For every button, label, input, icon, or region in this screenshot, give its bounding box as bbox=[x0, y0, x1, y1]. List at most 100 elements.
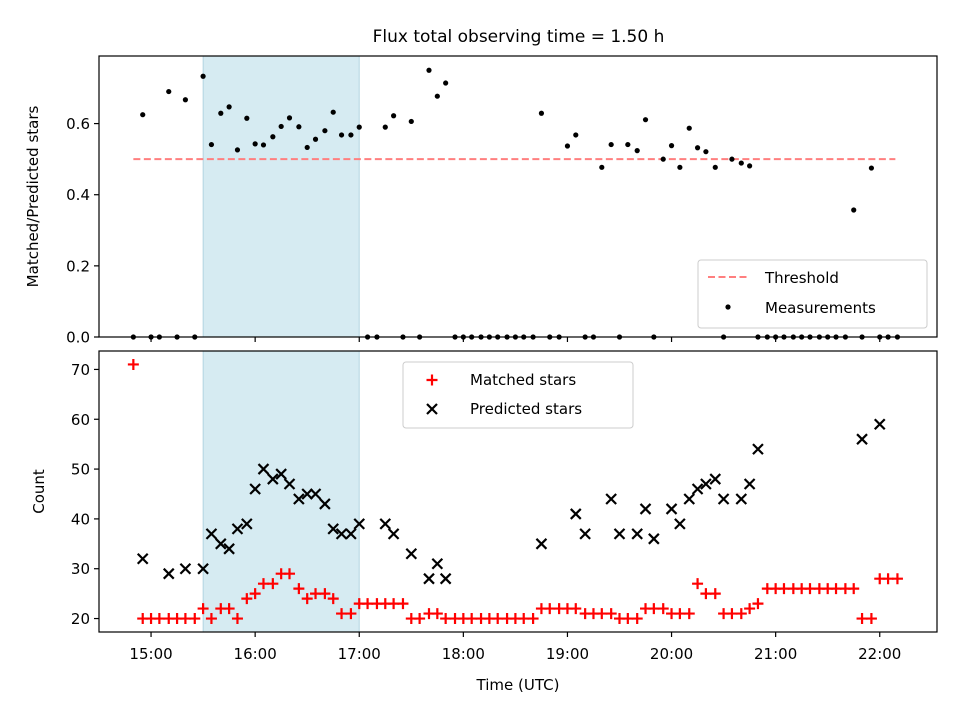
measurement-point bbox=[694, 145, 701, 151]
x-tick-label: 16:00 bbox=[234, 645, 277, 663]
predicted-stars-point bbox=[223, 543, 235, 555]
predicted-stars-point bbox=[700, 478, 712, 490]
matched-stars-point bbox=[605, 608, 617, 620]
predicted-stars-point bbox=[423, 572, 435, 585]
matched-stars-point bbox=[336, 608, 348, 620]
predicted-stars-point bbox=[309, 488, 322, 500]
measurement-point bbox=[634, 148, 640, 154]
ratio-plot-frame bbox=[98, 55, 938, 338]
measurement-point bbox=[286, 115, 293, 121]
predicted-stars-point bbox=[335, 528, 348, 540]
measurement-point bbox=[625, 141, 631, 148]
predicted-stars-point bbox=[683, 493, 696, 505]
predicted-stars-point bbox=[162, 567, 175, 580]
matched-stars-point bbox=[345, 608, 357, 620]
y-tick-label: 30 bbox=[71, 560, 90, 578]
measurement-point bbox=[304, 144, 310, 151]
measurement-point bbox=[608, 141, 614, 148]
matched-stars-point bbox=[622, 613, 634, 625]
measurement-point bbox=[564, 143, 571, 149]
y-tick-label: 0.0 bbox=[66, 329, 90, 347]
predicted-stars-point bbox=[249, 483, 261, 495]
count-plot: 20 30 40 50 60 70 15:00 16:00 17:00 18:00 19:00 20… bbox=[30, 350, 938, 694]
matched-stars-point bbox=[257, 578, 269, 590]
matched-stars-point bbox=[153, 613, 165, 625]
measurement-point bbox=[677, 164, 683, 170]
predicted-stars-point bbox=[735, 493, 748, 505]
ratio-plot: 0.0 0.2 0.4 0.6 Matched/Predicted stars Thr… bbox=[24, 55, 938, 347]
predicted-stars-points bbox=[136, 418, 886, 585]
measurement-point bbox=[660, 156, 666, 162]
matched-stars-point bbox=[692, 578, 704, 590]
matched-stars-point bbox=[865, 613, 877, 625]
measurement-point bbox=[348, 132, 354, 138]
x-tick-label: 15:00 bbox=[129, 645, 172, 663]
matched-stars-point bbox=[492, 613, 504, 625]
measurement-point bbox=[686, 125, 692, 131]
predicted-stars-point bbox=[136, 552, 149, 565]
matched-stars-point bbox=[527, 613, 539, 625]
matched-stars-legend-marker bbox=[426, 374, 438, 386]
measurement-point bbox=[296, 124, 302, 130]
observing-window-shade bbox=[202, 55, 360, 338]
predicted-stars-point bbox=[752, 443, 764, 455]
matched-stars-point bbox=[570, 603, 582, 615]
count-y-ticks: 20 30 40 50 60 70 bbox=[71, 361, 99, 628]
matched-stars-point bbox=[735, 608, 747, 620]
measurement-point bbox=[426, 67, 432, 73]
predicted-stars-point bbox=[691, 483, 704, 495]
predicted-stars-point bbox=[379, 518, 392, 530]
measurement-point bbox=[330, 109, 336, 115]
count-y-axis-label: Count bbox=[30, 469, 48, 514]
matched-stars-legend-swatch bbox=[426, 374, 438, 386]
matched-stars-point bbox=[648, 603, 660, 615]
measurement-point bbox=[642, 117, 649, 123]
measurements-legend-swatch bbox=[725, 304, 731, 310]
y-tick-label: 0.4 bbox=[66, 186, 90, 204]
predicted-stars-point bbox=[215, 538, 227, 550]
predicted-stars-point bbox=[275, 468, 287, 480]
matched-stars-point bbox=[301, 593, 313, 605]
matched-stars-point bbox=[388, 598, 400, 610]
matched-stars-point bbox=[544, 603, 556, 615]
predicted-stars-point bbox=[674, 518, 686, 530]
matched-stars-point bbox=[631, 613, 643, 625]
x-tick-label: 19:00 bbox=[546, 645, 589, 663]
measurement-point bbox=[382, 124, 388, 130]
predicted-stars-point bbox=[613, 528, 626, 540]
measurement-point bbox=[851, 207, 857, 213]
measurement-point bbox=[712, 164, 718, 170]
matched-stars-point bbox=[284, 568, 296, 580]
y-tick-label: 70 bbox=[71, 361, 90, 379]
matched-stars-point bbox=[518, 613, 530, 625]
predicted-stars-point bbox=[197, 562, 209, 575]
predicted-stars-point bbox=[709, 473, 722, 485]
matched-stars-point bbox=[241, 593, 253, 605]
predicted-stars-legend-label: Predicted stars bbox=[470, 400, 582, 418]
predicted-stars-point bbox=[301, 488, 313, 500]
matched-stars-point bbox=[891, 573, 903, 585]
matched-stars-point bbox=[700, 588, 712, 600]
matched-stars-point bbox=[249, 588, 261, 600]
predicted-stars-point bbox=[241, 518, 253, 530]
measurement-point bbox=[729, 156, 735, 162]
measurement-point bbox=[322, 128, 328, 134]
matched-stars-point bbox=[848, 583, 860, 595]
measurement-point bbox=[573, 132, 579, 138]
predicted-stars-point bbox=[579, 528, 591, 540]
y-tick-label: 0.2 bbox=[66, 257, 90, 275]
y-tick-label: 50 bbox=[71, 461, 90, 479]
measurement-point bbox=[738, 160, 744, 166]
predicted-stars-point bbox=[535, 538, 548, 550]
predicted-stars-legend-marker bbox=[426, 403, 438, 415]
matched-stars-point bbox=[657, 603, 669, 615]
predicted-stars-point bbox=[319, 498, 331, 510]
threshold-legend-label: Threshold bbox=[764, 269, 839, 287]
x-tick-label: 21:00 bbox=[754, 645, 797, 663]
predicted-stars-point bbox=[179, 562, 192, 575]
measurement-point bbox=[599, 164, 605, 170]
measurement-point bbox=[391, 113, 397, 119]
matched-stars-point bbox=[223, 603, 235, 615]
measurement-point bbox=[278, 123, 284, 130]
